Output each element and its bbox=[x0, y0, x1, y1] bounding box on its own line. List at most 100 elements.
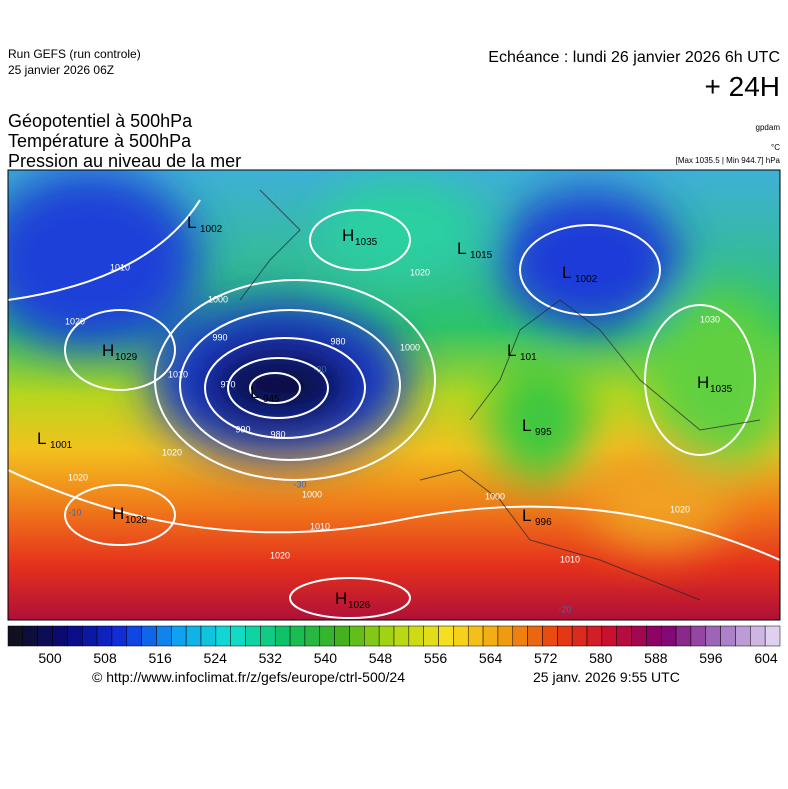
isobar-label: 1020 bbox=[410, 267, 430, 277]
pressure-center: L 1015 bbox=[457, 239, 493, 261]
colorbar-cell bbox=[720, 625, 736, 647]
colorbar-cell bbox=[289, 625, 306, 647]
map-frame bbox=[7, 169, 781, 621]
isobar-label: 1030 bbox=[700, 314, 720, 324]
colorbar-tick-label: 516 bbox=[148, 650, 172, 666]
pressure-center: H 1035 bbox=[697, 373, 733, 395]
temperature-label: -30 bbox=[313, 364, 326, 374]
center-type: H bbox=[102, 341, 114, 360]
colorbar-tick-label: 564 bbox=[479, 650, 503, 666]
isobar-label: 1010 bbox=[168, 369, 188, 379]
unit: [Max 1035.5 | Min 944.7] hPa bbox=[676, 156, 781, 165]
isobar-label: 990 bbox=[212, 332, 227, 342]
colorbar-tick-label: 596 bbox=[699, 650, 723, 666]
colorbar-cell bbox=[215, 625, 231, 647]
echeance: Echéance : lundi 26 janvier 2026 6h UTC bbox=[488, 49, 780, 66]
colorbar: 500 508 516 524 532 540 548 556 564 572 580 588 596 6… bbox=[7, 625, 781, 666]
center-type: H bbox=[697, 373, 709, 392]
center-value: 1028 bbox=[125, 515, 148, 526]
colorbar-tick-label: 540 bbox=[314, 650, 338, 666]
colorbar-tick-label: 548 bbox=[369, 650, 393, 666]
colorbar-cell bbox=[245, 625, 261, 647]
center-value: 1026 bbox=[348, 600, 371, 611]
colorbar-cell bbox=[497, 625, 514, 647]
center-value: 101 bbox=[520, 352, 537, 363]
colorbar-cell bbox=[156, 625, 172, 647]
colorbar-cell bbox=[230, 625, 246, 647]
isobar-label: 1010 bbox=[110, 262, 130, 272]
pressure-center: L 996 bbox=[522, 506, 552, 528]
pressure-center: H 1026 bbox=[335, 589, 371, 611]
center-type: L bbox=[522, 506, 531, 525]
colorbar-tick-label: 604 bbox=[754, 650, 778, 666]
colorbar-cell bbox=[304, 625, 321, 647]
pressure-center: H 1035 bbox=[342, 226, 378, 248]
colorbar-cell bbox=[378, 625, 395, 647]
colorbar-cell bbox=[393, 625, 410, 647]
colorbar-tick-label: 580 bbox=[589, 650, 613, 666]
isobar-label: 1010 bbox=[310, 521, 330, 531]
colorbar-cell bbox=[660, 625, 677, 647]
temperature-label: -20 bbox=[558, 604, 571, 614]
colorbar-cell bbox=[557, 625, 573, 647]
center-value: 995 bbox=[535, 427, 552, 438]
title: Géopotentiel à 500hPa bbox=[8, 111, 193, 131]
center-value: 1002 bbox=[200, 224, 223, 235]
isobar-label: 1000 bbox=[400, 342, 420, 352]
colorbar-tick-label: 556 bbox=[424, 650, 448, 666]
colorbar-cell bbox=[364, 625, 380, 647]
colorbar-cell bbox=[542, 625, 558, 647]
isobar-label: 980 bbox=[330, 336, 345, 346]
colorbar-cell bbox=[750, 625, 766, 647]
isobar-label: 980 bbox=[270, 429, 285, 439]
isobar-label: 1020 bbox=[65, 316, 85, 326]
isobar-label: 970 bbox=[220, 379, 235, 389]
source-url: © http://www.infoclimat.fr/z/gefs/europe… bbox=[92, 669, 405, 685]
colorbar-cell bbox=[735, 625, 751, 647]
colorbar-cell bbox=[571, 625, 588, 647]
colorbar-cell bbox=[601, 625, 617, 647]
colorbar-cell bbox=[126, 625, 142, 647]
run: Run GEFS (run controle) bbox=[8, 47, 141, 61]
timestamp: 25 janv. 2026 9:55 UTC bbox=[533, 669, 680, 685]
temperature-label: -30 bbox=[293, 479, 306, 489]
pressure-center: L 945 bbox=[250, 383, 280, 405]
colorbar-cell bbox=[482, 625, 499, 647]
pressure-center: L 995 bbox=[522, 416, 552, 438]
colorbar-cell bbox=[185, 625, 202, 647]
colorbar-cell bbox=[22, 625, 38, 647]
isobar-label: 1000 bbox=[208, 294, 228, 304]
colorbar-cell bbox=[7, 625, 24, 647]
pressure-center: H 1028 bbox=[112, 504, 148, 526]
colorbar-tick-label: 532 bbox=[259, 650, 283, 666]
center-value: 1002 bbox=[575, 274, 598, 285]
colorbar-cell bbox=[675, 625, 692, 647]
colorbar-tick-label: 524 bbox=[204, 650, 228, 666]
colorbar-cell bbox=[171, 625, 187, 647]
colorbar-cell bbox=[467, 625, 484, 647]
temperature-label: -10 bbox=[68, 507, 81, 517]
center-type: L bbox=[562, 263, 571, 282]
colorbar-cell bbox=[512, 625, 528, 647]
colorbar-cell bbox=[349, 625, 365, 647]
isobar-label: 1020 bbox=[270, 550, 290, 560]
center-type: L bbox=[457, 239, 466, 258]
colorbar-cell bbox=[274, 625, 291, 647]
colorbar-cell bbox=[67, 625, 83, 647]
isobar-label: 990 bbox=[235, 424, 250, 434]
pressure-center: L 101 bbox=[507, 341, 537, 363]
colorbar-cell bbox=[200, 625, 217, 647]
center-type: H bbox=[112, 504, 124, 523]
colorbar-cell bbox=[764, 625, 781, 647]
center-type: H bbox=[342, 226, 354, 245]
colorbar-cell bbox=[453, 625, 469, 647]
center-value: 1015 bbox=[470, 250, 493, 261]
center-value: 945 bbox=[263, 394, 280, 405]
center-type: H bbox=[335, 589, 347, 608]
colorbar-cell bbox=[423, 625, 439, 647]
colorbar-cell bbox=[81, 625, 98, 647]
pressure-center: L 1002 bbox=[562, 263, 598, 285]
colorbar-cell bbox=[96, 625, 113, 647]
colorbar-cell bbox=[408, 625, 424, 647]
